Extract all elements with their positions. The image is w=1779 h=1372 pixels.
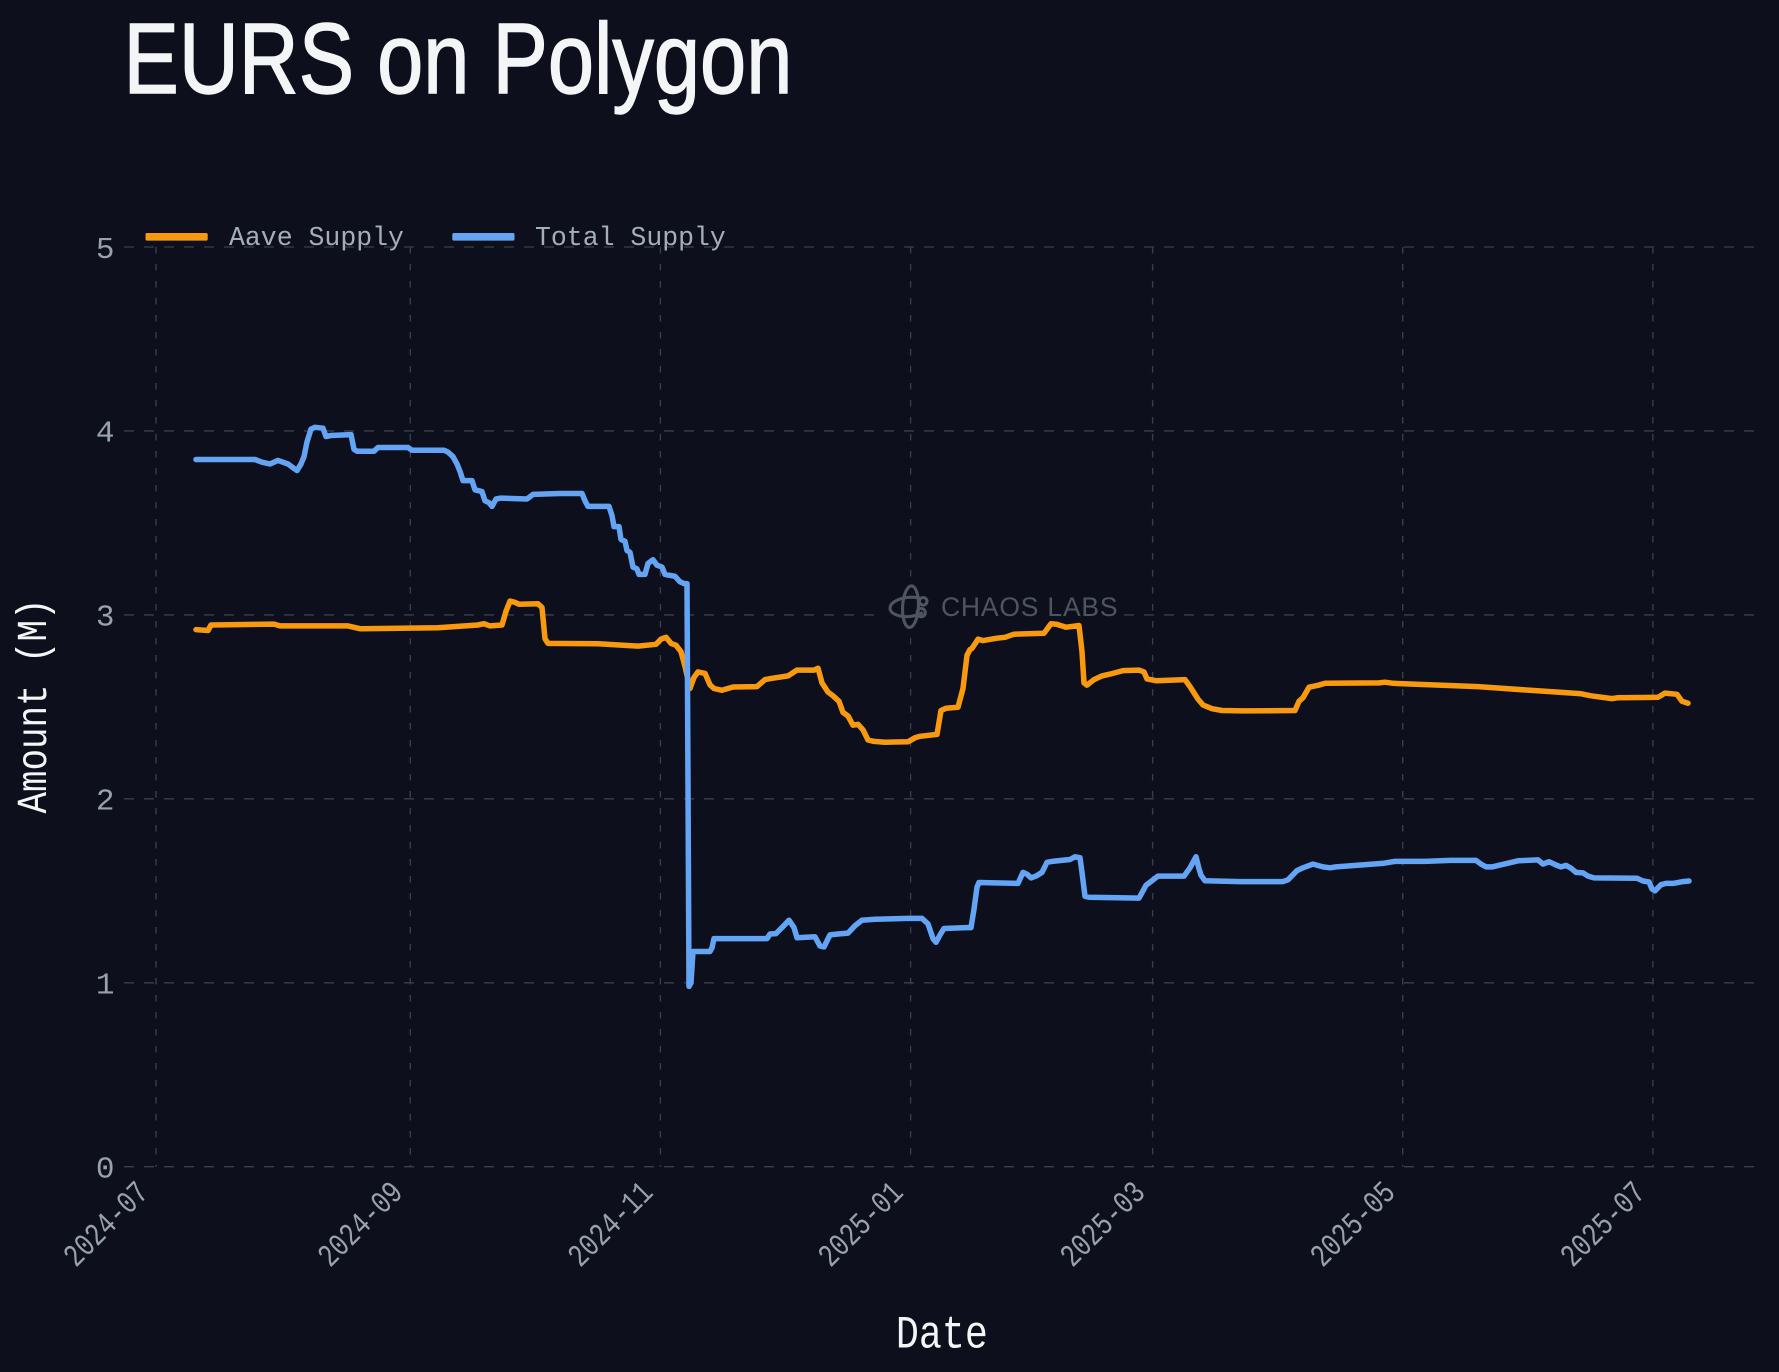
svg-text:Amount (M): Amount (M) bbox=[10, 598, 59, 813]
svg-text:5: 5 bbox=[96, 233, 115, 268]
svg-text:2025-03: 2025-03 bbox=[1054, 1175, 1154, 1275]
svg-text:2024-11: 2024-11 bbox=[561, 1175, 661, 1275]
svg-text:CHAOS LABS: CHAOS LABS bbox=[941, 592, 1118, 622]
svg-text:Date: Date bbox=[896, 1309, 988, 1361]
svg-text:2025-07: 2025-07 bbox=[1554, 1175, 1654, 1275]
svg-text:3: 3 bbox=[96, 601, 115, 636]
svg-text:Total Supply: Total Supply bbox=[535, 223, 726, 253]
svg-text:2024-09: 2024-09 bbox=[311, 1175, 411, 1275]
svg-text:4: 4 bbox=[96, 417, 115, 452]
svg-text:0: 0 bbox=[96, 1153, 115, 1188]
svg-text:2024-07: 2024-07 bbox=[57, 1175, 157, 1275]
svg-text:1: 1 bbox=[96, 969, 115, 1004]
svg-text:2025-05: 2025-05 bbox=[1304, 1175, 1404, 1275]
svg-text:Aave Supply: Aave Supply bbox=[229, 223, 404, 253]
svg-text:2: 2 bbox=[96, 785, 115, 820]
svg-text:EURS on Polygon: EURS on Polygon bbox=[124, 4, 793, 115]
svg-text:2025-01: 2025-01 bbox=[812, 1175, 912, 1275]
